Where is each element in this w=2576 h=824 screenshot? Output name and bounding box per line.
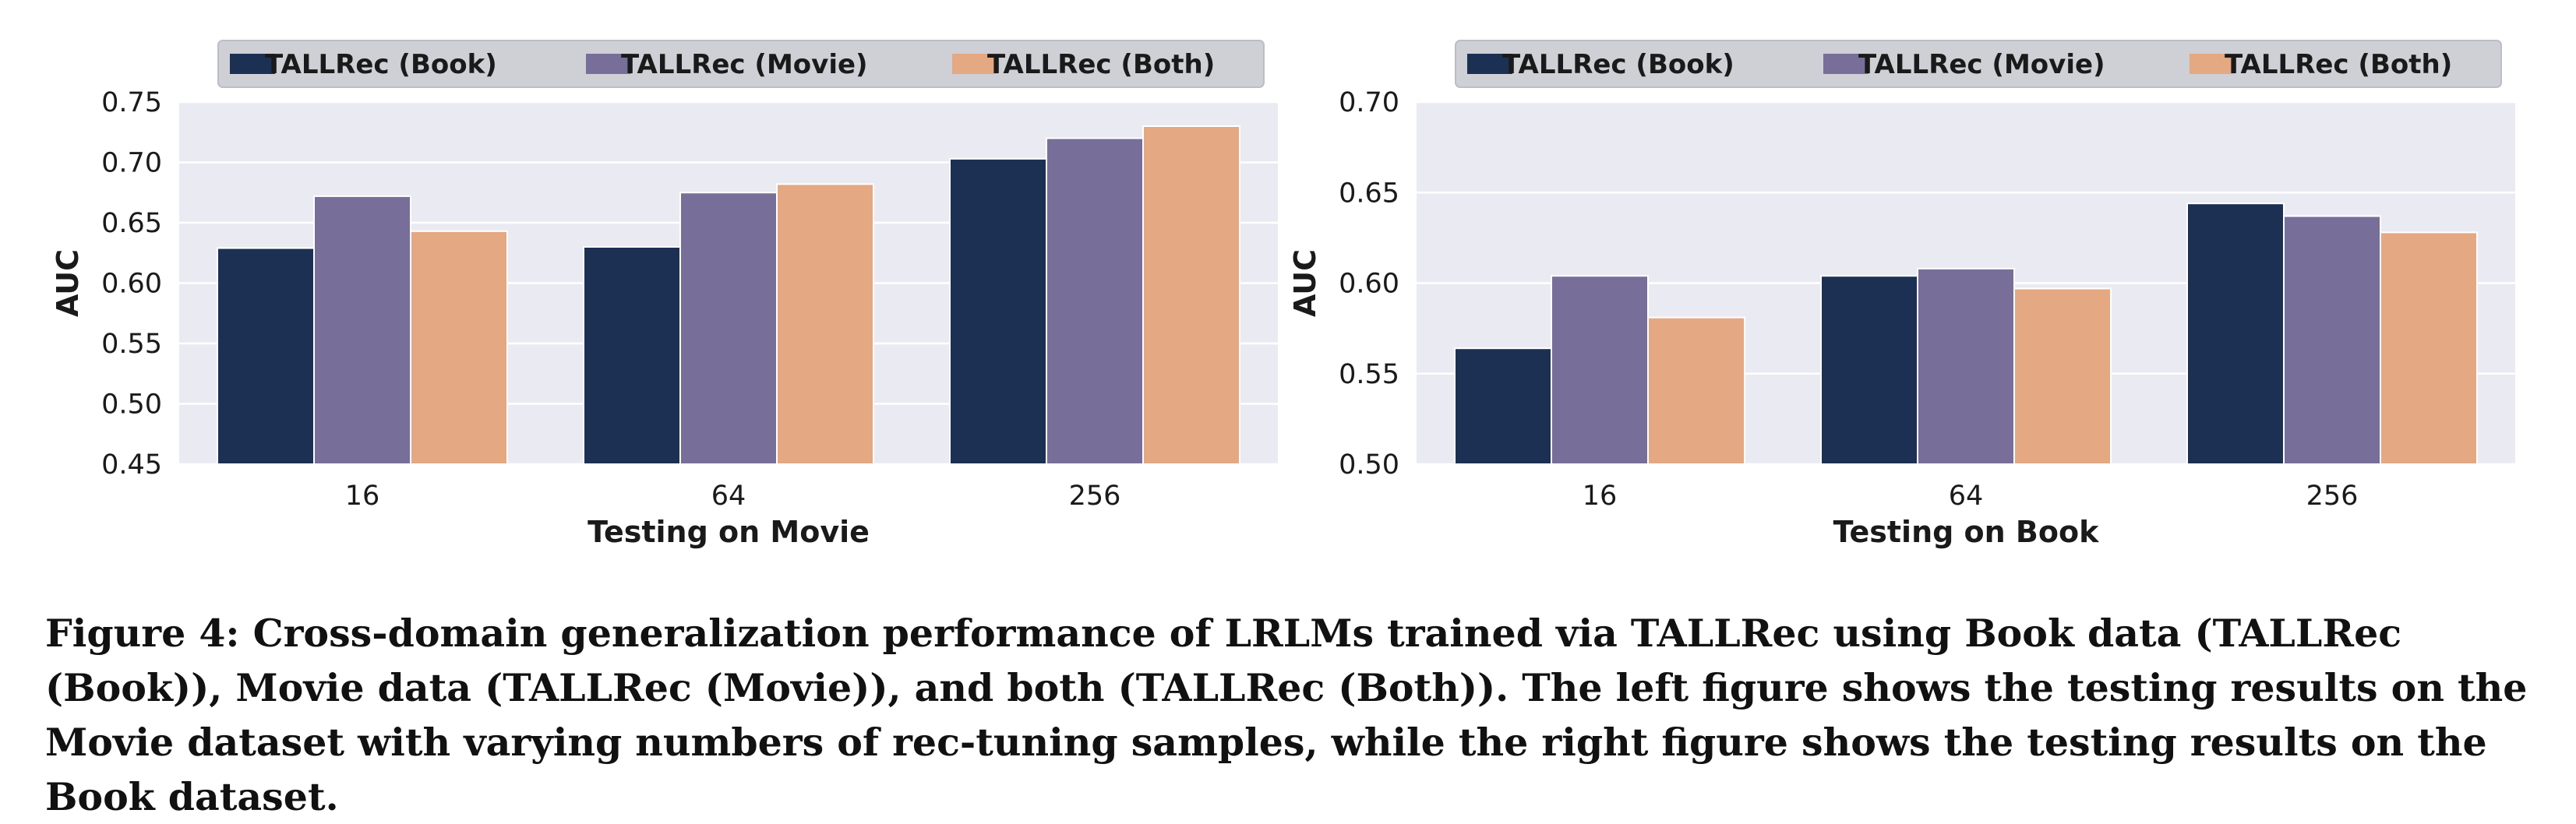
- legend-swatch: [230, 54, 275, 74]
- legend-label: TALLRec (Movie): [1858, 49, 2105, 80]
- y-tick-label: 0.55: [1339, 359, 1399, 390]
- bar: [2013, 287, 2112, 465]
- x-axis-label: Testing on Movie: [588, 515, 870, 549]
- y-tick-label: 0.55: [101, 329, 162, 360]
- y-axis-label: AUC: [51, 249, 85, 317]
- y-tick-label: 0.75: [101, 87, 162, 118]
- y-tick-label: 0.65: [101, 208, 162, 239]
- bar: [313, 195, 411, 465]
- bar: [217, 247, 315, 465]
- legend: TALLRec (Book) TALLRec (Movie) TALLRec (Bo…: [217, 40, 1265, 88]
- legend-frame: [1455, 40, 2502, 88]
- x-tick-label: 16: [345, 481, 380, 512]
- x-tick-label: 256: [1069, 481, 1121, 512]
- legend-frame: [217, 40, 1265, 88]
- legend-label: TALLRec (Book): [265, 49, 497, 80]
- bar: [1551, 275, 1649, 466]
- y-tick-label: 0.45: [101, 449, 162, 481]
- chart-right: 0.50 0.55 0.60 0.65 0.70 16 64 256 Testing on Bo…: [1288, 40, 2515, 549]
- bar: [1647, 316, 1745, 465]
- legend-swatch: [2190, 54, 2235, 74]
- y-tick-label: 0.70: [101, 148, 162, 179]
- y-tick-label: 0.65: [1339, 178, 1399, 209]
- y-axis-label: AUC: [1288, 249, 1322, 317]
- bar: [1454, 347, 1552, 466]
- legend-swatch: [1467, 54, 1512, 74]
- y-tick-label: 0.60: [1339, 269, 1399, 300]
- y-tick-label: 0.60: [101, 269, 162, 300]
- legend-label: TALLRec (Movie): [621, 49, 868, 80]
- legend-swatch: [1823, 54, 1868, 74]
- bar: [2283, 215, 2381, 465]
- bar: [679, 192, 778, 465]
- figure-caption: Figure 4: Cross-domain generalization pe…: [45, 611, 2528, 819]
- bar: [410, 230, 508, 465]
- bar: [1046, 137, 1144, 465]
- legend-swatch: [586, 54, 631, 74]
- bar: [949, 157, 1047, 465]
- bar: [1142, 125, 1240, 465]
- x-axis-label: Testing on Book: [1833, 515, 2100, 549]
- bar: [1820, 275, 1918, 466]
- legend-swatch: [952, 54, 997, 74]
- bar: [2380, 231, 2478, 465]
- legend-label: TALLRec (Both): [987, 49, 1215, 80]
- y-tick-label: 0.70: [1339, 87, 1399, 118]
- x-tick-label: 64: [1949, 481, 1984, 512]
- y-tick-label: 0.50: [101, 389, 162, 421]
- x-tick-label: 256: [2306, 481, 2359, 512]
- legend-label: TALLRec (Book): [1502, 49, 1734, 80]
- x-tick-label: 64: [711, 481, 746, 512]
- chart-left: 0.45 0.50 0.55 0.60 0.65 0.70 0.75 16 64 256 Testi…: [51, 40, 1278, 549]
- x-tick-label: 16: [1583, 481, 1618, 512]
- legend: TALLRec (Book) TALLRec (Movie) TALLRec (Bo…: [1455, 40, 2502, 88]
- bar: [583, 246, 681, 465]
- bar: [1917, 267, 2015, 465]
- bar: [2186, 202, 2285, 465]
- figure-charts: 0.45 0.50 0.55 0.60 0.65 0.70 0.75 16 64 256 Testi…: [51, 40, 2515, 549]
- bar: [776, 183, 874, 465]
- y-tick-label: 0.50: [1339, 449, 1399, 481]
- legend-label: TALLRec (Both): [2225, 49, 2452, 80]
